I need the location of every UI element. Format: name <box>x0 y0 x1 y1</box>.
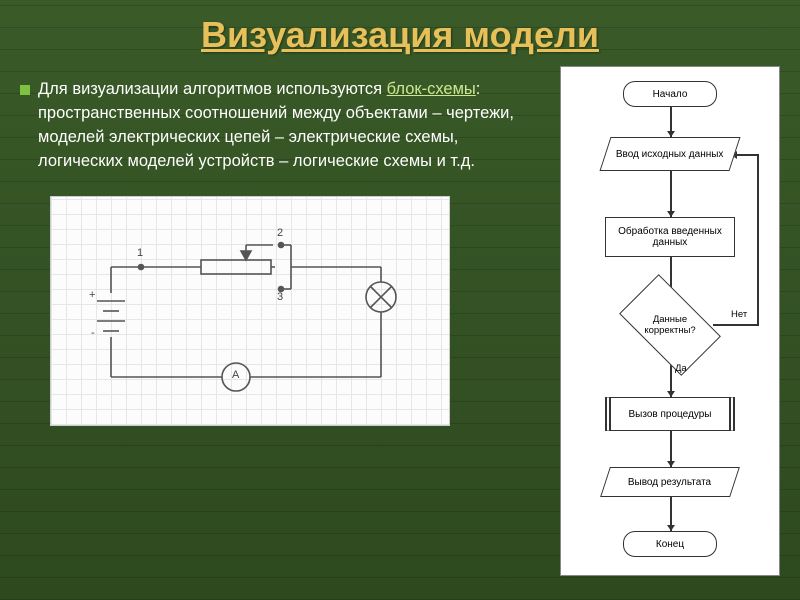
fc-decision: Данные корректны? <box>619 274 721 376</box>
circuit-node-2: 2 <box>277 227 283 239</box>
content-row: Для визуализации алгоритмов используются… <box>0 66 800 576</box>
fc-label-no: Нет <box>731 309 747 320</box>
bullet-paragraph: Для визуализации алгоритмов используются… <box>20 78 546 174</box>
circuit-node-1: 1 <box>137 247 143 259</box>
battery-plus: + <box>89 289 95 301</box>
page-title: Визуализация модели <box>0 0 800 66</box>
link-block-schemes[interactable]: блок-схемы <box>387 80 476 98</box>
fc-start: Начало <box>623 81 717 107</box>
circuit-svg <box>51 197 451 427</box>
ammeter-label: A <box>232 369 239 381</box>
fc-process: Обработка введенных данных <box>605 217 735 257</box>
fc-line-no <box>757 154 759 326</box>
fc-output: Вывод результата <box>600 467 740 497</box>
fc-label-yes: Да <box>675 363 687 374</box>
fc-end: Конец <box>623 531 717 557</box>
fc-input: Ввод исходных данных <box>599 137 740 171</box>
para-before: Для визуализации алгоритмов используются <box>38 80 387 98</box>
flowchart-panel: Начало Ввод исходных данных Обработка вв… <box>560 66 780 576</box>
left-column: Для визуализации алгоритмов используются… <box>20 66 546 576</box>
fc-subroutine: Вызов процедуры <box>605 397 735 431</box>
bullet-icon <box>20 85 30 95</box>
fc-line-no <box>736 154 759 156</box>
battery-minus: - <box>91 327 95 339</box>
fc-line-no <box>713 324 759 326</box>
circuit-diagram: 1 2 3 + - A <box>50 196 450 426</box>
circuit-node-3: 3 <box>277 291 283 303</box>
paragraph-text: Для визуализации алгоритмов используются… <box>38 78 546 174</box>
